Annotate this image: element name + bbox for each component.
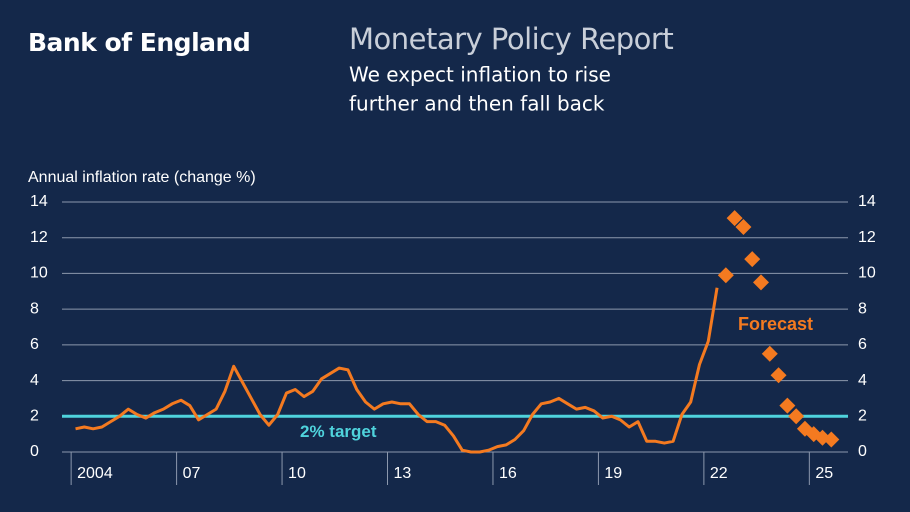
forecast-marker <box>726 210 743 227</box>
forecast-marker <box>770 367 787 384</box>
y-tick-label: 14 <box>30 193 48 210</box>
y-tick-label: 8 <box>30 300 39 317</box>
y2-tick-label: 10 <box>858 265 876 282</box>
x-tick-label: 22 <box>710 465 728 482</box>
subtitle: We expect inflation to rise <box>349 63 611 87</box>
y2-tick-label: 0 <box>858 443 867 460</box>
inflation-line <box>75 287 719 454</box>
forecast-marker <box>823 431 840 448</box>
x-tick-label: 19 <box>604 465 622 482</box>
y-axis-label: Annual inflation rate (change %) <box>28 169 256 186</box>
y2-tick-label: 4 <box>858 372 867 389</box>
x-tick-label: 10 <box>288 465 306 482</box>
x-tick-label: 25 <box>815 465 833 482</box>
x-tick-label: 07 <box>183 465 201 482</box>
forecast-marker <box>761 345 778 362</box>
forecast-marker <box>752 274 769 291</box>
forecast-label: Forecast <box>738 314 813 334</box>
y-tick-label: 4 <box>30 372 39 389</box>
y2-tick-label: 8 <box>858 300 867 317</box>
x-tick-label: 13 <box>394 465 412 482</box>
subtitle: further and then fall back <box>349 92 605 116</box>
target-label: 2% target <box>300 422 377 441</box>
forecast-marker <box>744 251 761 268</box>
forecast-marker <box>779 397 796 414</box>
x-tick-label: 16 <box>499 465 517 482</box>
y-tick-label: 0 <box>30 443 39 460</box>
y-tick-label: 10 <box>30 265 48 282</box>
report-title: Monetary Policy Report <box>349 22 673 56</box>
y2-tick-label: 6 <box>858 336 867 353</box>
y2-tick-label: 2 <box>858 408 867 425</box>
forecast-marker <box>717 267 734 284</box>
forecast-marker <box>788 408 805 425</box>
y-tick-label: 6 <box>30 336 39 353</box>
y2-tick-label: 14 <box>858 193 876 210</box>
x-tick-label: 2004 <box>77 465 113 482</box>
y-tick-label: 2 <box>30 408 39 425</box>
y-tick-label: 12 <box>30 229 48 246</box>
forecast-marker <box>735 219 752 235</box>
brand: Bank of England <box>28 28 250 57</box>
y2-tick-label: 12 <box>858 229 876 246</box>
